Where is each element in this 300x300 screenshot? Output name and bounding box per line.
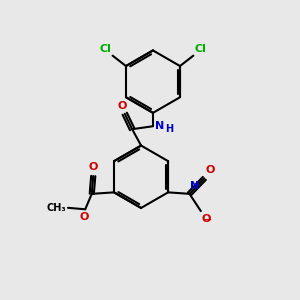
Text: Cl: Cl [195, 44, 207, 54]
Text: N: N [155, 121, 165, 131]
Text: Cl: Cl [99, 44, 111, 54]
Text: −: − [204, 215, 212, 225]
Text: N: N [190, 182, 200, 191]
Text: CH₃: CH₃ [46, 203, 66, 213]
Text: O: O [88, 162, 98, 172]
Text: O: O [206, 165, 215, 176]
Text: H: H [166, 124, 174, 134]
Text: +: + [193, 180, 200, 189]
Text: O: O [118, 101, 127, 111]
Text: O: O [79, 212, 88, 222]
Text: O: O [201, 214, 211, 224]
